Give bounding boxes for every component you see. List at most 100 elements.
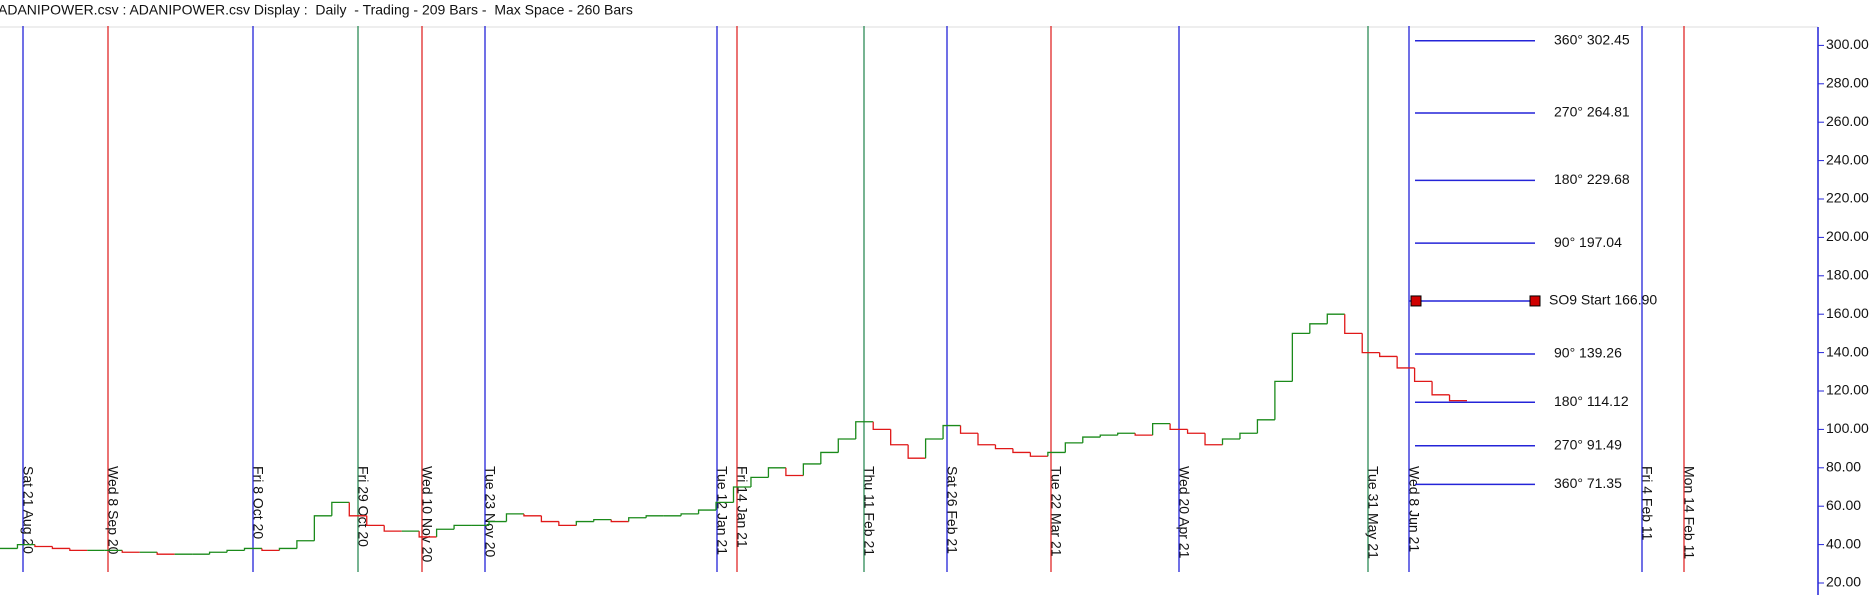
level-label: 180° 114.12 (1554, 393, 1629, 409)
y-tick-label: 100.00 (1826, 420, 1869, 436)
date-label: Fri 8 Oct 20 (250, 466, 266, 539)
price-bar (1169, 423, 1188, 431)
price-bar (261, 548, 280, 552)
price-bar (435, 528, 455, 537)
level-label: 90° 197.04 (1554, 234, 1622, 250)
price-bar (1099, 434, 1118, 438)
date-label: Wed 20 Apr 21 (1176, 466, 1192, 559)
level-label: 360° 71.35 (1554, 475, 1622, 491)
date-label: Fri 29 Oct 20 (355, 466, 371, 547)
price-bar (278, 547, 297, 551)
price-bar (628, 517, 647, 522)
date-label: Tue 22 Mar 21 (1048, 466, 1064, 557)
price-bar (942, 424, 961, 439)
price-bar (366, 515, 385, 527)
price-bar (907, 444, 926, 459)
price-bar (1448, 394, 1467, 402)
date-label: Thu 11 Feb 21 (861, 466, 877, 556)
y-tick-label: 20.00 (1826, 574, 1861, 590)
price-bar (872, 421, 891, 431)
price-bar (820, 451, 839, 464)
price-bar (575, 520, 594, 526)
date-label: Sat 21 Aug 20 (20, 466, 36, 554)
price-bar (331, 501, 350, 516)
y-tick-label: 140.00 (1826, 343, 1869, 359)
price-bar (1413, 367, 1433, 383)
date-label: Tue 31 May 21 (1365, 466, 1381, 559)
price-bar (767, 467, 786, 478)
price-bar (1379, 352, 1398, 358)
price-bar (1256, 419, 1275, 434)
price-bar (1064, 442, 1083, 453)
y-tick-label: 40.00 (1826, 535, 1861, 551)
y-tick-label: 220.00 (1826, 190, 1869, 206)
price-bar (296, 540, 315, 549)
level-label: 180° 229.68 (1554, 171, 1630, 187)
price-bar (226, 549, 245, 553)
price-bar (697, 509, 717, 514)
price-bar (994, 444, 1013, 450)
price-bar (156, 552, 175, 555)
price-bar (890, 429, 909, 446)
price-bar (1186, 429, 1206, 434)
date-label: Tue 23 Nov 20 (482, 466, 498, 558)
price-bar (1151, 422, 1171, 436)
price-bar (750, 476, 769, 487)
price-bar (785, 467, 804, 477)
price-bar (1117, 432, 1136, 436)
price-bar (1344, 314, 1363, 335)
level-label: 360° 302.45 (1554, 31, 1630, 47)
price-bar (540, 515, 559, 523)
so9-marker (1529, 295, 1541, 307)
price-bar (1012, 448, 1031, 454)
price-bar (348, 502, 367, 517)
y-tick-label: 80.00 (1826, 459, 1861, 475)
price-bar (1047, 451, 1066, 457)
y-tick-label: 60.00 (1826, 497, 1861, 513)
price-bar (1361, 333, 1380, 354)
price-bar (418, 531, 437, 538)
y-tick-label: 180.00 (1826, 266, 1869, 282)
date-label: Wed 10 Nov 20 (419, 466, 435, 562)
price-bar (732, 486, 751, 503)
price-bar (558, 521, 577, 527)
level-label: 90° 139.26 (1554, 345, 1622, 361)
price-bar (208, 551, 228, 555)
price-bar (645, 515, 664, 518)
price-bar (1221, 438, 1240, 445)
price-bar (383, 525, 402, 532)
date-label: Fri 14 Jan 21 (734, 466, 750, 548)
price-bar (715, 501, 734, 511)
price-bar (802, 463, 821, 476)
date-label: Fri 4 Feb 11 (1639, 466, 1655, 541)
price-bar (977, 433, 996, 446)
price-bar (1309, 323, 1328, 334)
y-tick-label: 120.00 (1826, 382, 1869, 398)
price-bar (1029, 452, 1048, 457)
date-label: Sat 26 Feb 21 (944, 466, 960, 554)
price-bar (505, 513, 524, 522)
price-bar (313, 515, 332, 541)
price-bar (1274, 380, 1293, 420)
date-label: Wed 8 Sep 20 (105, 466, 121, 555)
level-label: 270° 264.81 (1554, 104, 1630, 120)
price-bar (1239, 432, 1258, 439)
header: ADANIPOWER.csv : ADANIPOWER.csv Display … (0, 2, 633, 18)
price-bar (243, 547, 262, 551)
price-bar (1291, 332, 1310, 382)
price-bar (69, 548, 88, 552)
y-tick-label: 240.00 (1826, 151, 1869, 167)
y-tick-label: 160.00 (1826, 305, 1869, 321)
y-tick-label: 200.00 (1826, 228, 1869, 244)
price-bar (1204, 433, 1223, 446)
price-bar (1326, 313, 1345, 324)
price-bar (855, 421, 874, 439)
price-bar (593, 518, 612, 522)
date-label: Tue 12 Jan 21 (714, 466, 730, 555)
price-bar (121, 550, 140, 553)
y-tick-label: 280.00 (1826, 74, 1869, 90)
so9-marker (1410, 295, 1422, 307)
price-bar (453, 524, 472, 530)
price-bar (610, 519, 629, 523)
